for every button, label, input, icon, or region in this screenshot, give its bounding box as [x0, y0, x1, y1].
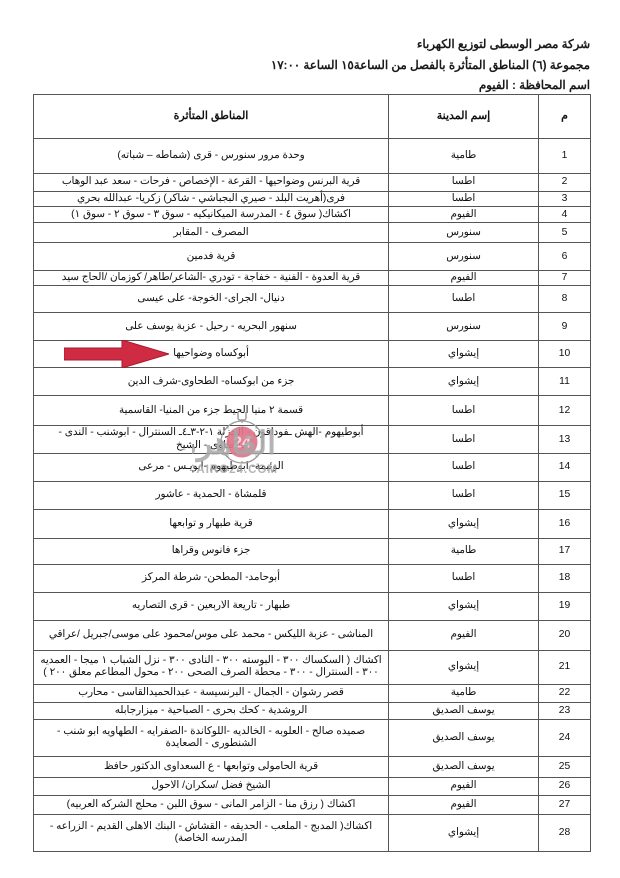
svg-text:CAIRO24.COM: CAIRO24.COM [192, 464, 278, 476]
svg-text:القاهرة: القاهرة [192, 425, 276, 463]
